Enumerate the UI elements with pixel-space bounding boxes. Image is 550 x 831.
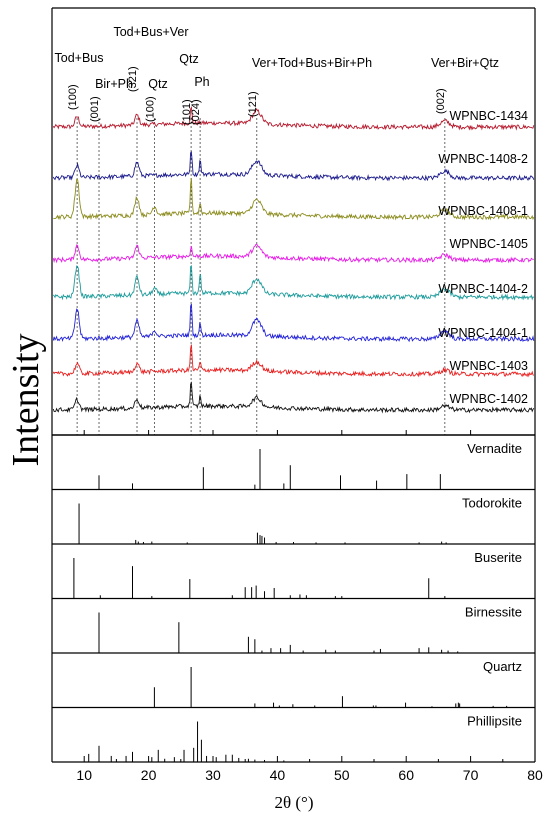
series-trace-4 — [52, 264, 535, 301]
x-tick-label: 40 — [270, 767, 286, 783]
x-axis-label: 2θ (°) — [274, 793, 313, 812]
reference-pattern-label: Quartz — [483, 659, 522, 674]
phase-label: Tod+Bus+Ver — [113, 25, 188, 39]
series-label: WPNBC-1405 — [450, 237, 529, 251]
hkl-label: (002) — [435, 88, 447, 114]
series-trace-0 — [52, 105, 535, 131]
phase-label: Tod+Bus — [55, 51, 104, 65]
axes-group: 10 20 30 40 50 60 70 80 — [51, 7, 543, 783]
hkl-label: (101) — [181, 99, 193, 125]
series-trace-3 — [52, 243, 534, 264]
hkl-label: (024) — [190, 99, 202, 125]
series-label: WPNBC-1408-1 — [438, 204, 528, 218]
x-tick-label: 10 — [76, 767, 92, 783]
series-trace-7 — [52, 381, 535, 414]
x-tick-label: 50 — [334, 767, 350, 783]
phase-label: Ver+Bir+Qtz — [431, 56, 499, 70]
series-label: WPNBC-1404-2 — [438, 282, 528, 296]
phase-labels-group: Tod+Bus Bir+Ph Tod+Bus+Ver Qtz Ver+Tod+Bus+B… — [55, 25, 500, 91]
reference-pattern-label: Phillipsite — [467, 714, 522, 729]
y-axis-label: Intensity — [5, 334, 47, 467]
series-trace-5 — [52, 303, 535, 343]
x-tick-label: 60 — [398, 767, 414, 783]
x-tick-label: 20 — [141, 767, 157, 783]
series-label: WPNBC-1403 — [450, 359, 529, 373]
hkl-labels-group: (100) (001) (321) (100) (101)(024) (121) (002) — [67, 66, 447, 125]
phase-label: Qtz — [179, 52, 198, 66]
phase-label: Ver+Tod+Bus+Bir+Ph — [252, 56, 372, 70]
hkl-label: (121) — [247, 91, 259, 117]
hkl-label: (321) — [127, 66, 139, 92]
hkl-label: (100) — [67, 84, 79, 110]
reference-pattern-label: Vernadite — [467, 441, 522, 456]
x-tick-label: 70 — [463, 767, 479, 783]
series-labels-group: WPNBC-1434 WPNBC-1408-2 WPNBC-1408-1 WPNBC-… — [438, 109, 528, 406]
phase-label: Ph — [194, 75, 209, 89]
series-trace-2 — [53, 177, 535, 221]
x-tick-label: 80 — [527, 767, 543, 783]
phase-label: Qtz — [148, 77, 167, 91]
hkl-label: (100) — [144, 96, 156, 122]
series-trace-1 — [52, 151, 535, 182]
phase-label: Bir+Ph — [95, 77, 133, 91]
reference-panels-group: Vernadite Todorokite Buserite Birnessite Qua… — [52, 441, 535, 762]
reference-pattern-label: Birnessite — [465, 605, 522, 620]
series-label: WPNBC-1404-1 — [438, 326, 528, 340]
series-label: WPNBC-1402 — [450, 392, 529, 406]
series-group — [52, 105, 535, 414]
hkl-label: (001) — [89, 96, 101, 122]
series-trace-6 — [52, 344, 535, 378]
reference-lines-group — [76, 118, 446, 435]
reference-pattern-label: Todorokite — [462, 496, 522, 511]
series-label: WPNBC-1408-2 — [438, 152, 528, 166]
x-tick-label: 30 — [205, 767, 221, 783]
series-label: WPNBC-1434 — [450, 109, 529, 123]
reference-pattern-label: Buserite — [474, 550, 522, 565]
